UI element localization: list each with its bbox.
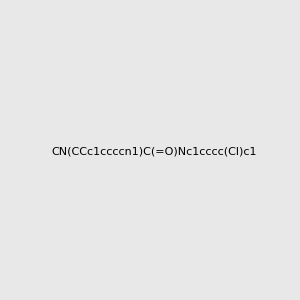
Text: CN(CCc1ccccn1)C(=O)Nc1cccc(Cl)c1: CN(CCc1ccccn1)C(=O)Nc1cccc(Cl)c1 xyxy=(51,146,256,157)
